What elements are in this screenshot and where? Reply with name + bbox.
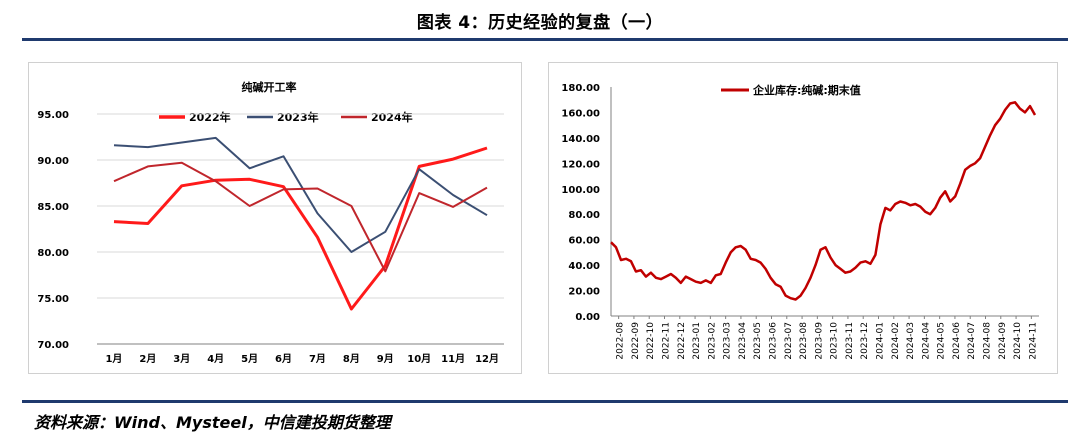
- x-tick-label: 2022-08: [616, 322, 626, 360]
- y-tick-label: 140.00: [561, 134, 600, 145]
- top-rule: [22, 38, 1068, 41]
- x-tick-label: 2024-03: [906, 322, 916, 360]
- x-tick-label: 2022-11: [662, 322, 672, 360]
- x-tick-label: 2022-10: [646, 322, 656, 360]
- x-tick-label: 2023-05: [753, 322, 763, 360]
- chart-title: 纯碱开工率: [242, 80, 297, 94]
- x-tick-label: 2023-02: [707, 322, 717, 360]
- y-tick-label: 80.00: [37, 248, 69, 259]
- x-tick-label: 2022-09: [631, 322, 641, 360]
- y-tick-label: 100.00: [561, 185, 600, 196]
- x-tick-label: 2023-06: [769, 322, 779, 360]
- x-tick-label: 2024-11: [1028, 322, 1038, 360]
- inventory-chart-panel: 企业库存:纯碱:期末值 0.00 20.00 40.00 60.00 80.00 100.…: [548, 62, 1058, 374]
- legend: 2022年 2023年 2024年: [159, 110, 413, 124]
- inventory-chart: 企业库存:纯碱:期末值 0.00 20.00 40.00 60.00 80.00 100.…: [561, 83, 1039, 360]
- x-tick-label: 2024-05: [937, 322, 947, 360]
- x-tick-label: 2023-07: [784, 322, 794, 360]
- x-tick-label: 2023-03: [723, 322, 733, 360]
- x-axis: 2022-08 2022-09 2022-10 2022-11 2022-12 2023-…: [616, 316, 1038, 360]
- x-tick-label: 2022-12: [677, 322, 687, 360]
- y-axis: 70.00 75.00 80.00 85.00 90.00 95.00: [37, 110, 504, 351]
- x-tick-label: 2024-07: [967, 322, 977, 360]
- x-tick-label: 2024-01: [876, 322, 886, 360]
- x-tick-label: 2023-11: [845, 322, 855, 360]
- y-tick-label: 95.00: [37, 110, 69, 121]
- y-tick-label: 20.00: [568, 287, 600, 298]
- operating-rate-chart-panel: 纯碱开工率 2022年 2023年 2024年 70.00 75.00 80.00 85.…: [28, 62, 522, 374]
- x-tick-label: 2024-06: [952, 322, 962, 360]
- y-tick-label: 120.00: [561, 159, 600, 170]
- x-tick-label: 4月: [207, 353, 224, 365]
- y-tick-label: 60.00: [568, 236, 600, 247]
- x-tick-label: 7月: [309, 353, 326, 365]
- x-tick-label: 5月: [241, 353, 258, 365]
- y-tick-label: 160.00: [561, 108, 600, 119]
- x-tick-label: 2024-10: [1013, 322, 1023, 360]
- series-line-2024年: [113, 161, 488, 273]
- legend: 企业库存:纯碱:期末值: [721, 83, 861, 97]
- y-tick-label: 0.00: [575, 312, 600, 323]
- x-tick-label: 1月: [105, 353, 122, 365]
- legend-label: 2022年: [189, 110, 231, 124]
- y-tick-label: 75.00: [37, 294, 69, 305]
- y-tick-label: 90.00: [37, 156, 69, 167]
- x-tick-label: 10月: [407, 353, 431, 365]
- x-tick-label: 2023-04: [738, 322, 748, 360]
- legend-label: 企业库存:纯碱:期末值: [752, 83, 861, 97]
- x-tick-label: 8月: [343, 353, 360, 365]
- y-tick-label: 80.00: [568, 210, 600, 221]
- figure-title: 图表 4：历史经验的复盘（一）: [416, 13, 664, 33]
- series-line-2022年: [113, 146, 488, 311]
- y-tick-label: 70.00: [37, 340, 69, 351]
- x-tick-label: 2023-01: [692, 322, 702, 360]
- y-tick-label: 40.00: [568, 261, 600, 272]
- x-tick-label: 2023-10: [830, 322, 840, 360]
- y-gridlines: [97, 113, 504, 299]
- bottom-rule: [22, 400, 1068, 403]
- legend-label: 2023年: [277, 110, 319, 124]
- y-tick-label: 85.00: [37, 202, 69, 213]
- legend-label: 2024年: [371, 110, 413, 124]
- x-tick-label: 2023-12: [860, 322, 870, 360]
- x-tick-label: 11月: [441, 353, 465, 365]
- series-line-2023年: [113, 136, 488, 253]
- operating-rate-chart: 纯碱开工率 2022年 2023年 2024年 70.00 75.00 80.00 85.…: [37, 80, 504, 365]
- x-tick-label: 9月: [377, 353, 394, 365]
- series-line-inventory: [610, 101, 1037, 301]
- x-tick-label: 2023-08: [799, 322, 809, 360]
- x-tick-label: 12月: [475, 353, 499, 365]
- y-tick-label: 180.00: [561, 83, 600, 94]
- series-lines: [113, 136, 488, 311]
- x-tick-label: 3月: [173, 353, 190, 365]
- source-note: 资料来源：Wind、Mysteel，中信建投期货整理: [34, 413, 391, 432]
- x-tick-label: 2023-09: [814, 322, 824, 360]
- x-tick-label: 2024-04: [921, 322, 931, 360]
- x-tick-label: 2月: [139, 353, 156, 365]
- x-tick-label: 2024-08: [983, 322, 993, 360]
- x-tick-label: 2024-09: [998, 322, 1008, 360]
- series-lines: [610, 101, 1037, 301]
- x-tick-label: 2024-02: [891, 322, 901, 360]
- x-axis: 1月 2月 3月 4月 5月 6月 7月 8月 9月 10月 11月 12月: [105, 353, 499, 365]
- y-axis: 0.00 20.00 40.00 60.00 80.00 100.00 120.00 140.…: [561, 83, 1039, 323]
- x-tick-label: 6月: [275, 353, 292, 365]
